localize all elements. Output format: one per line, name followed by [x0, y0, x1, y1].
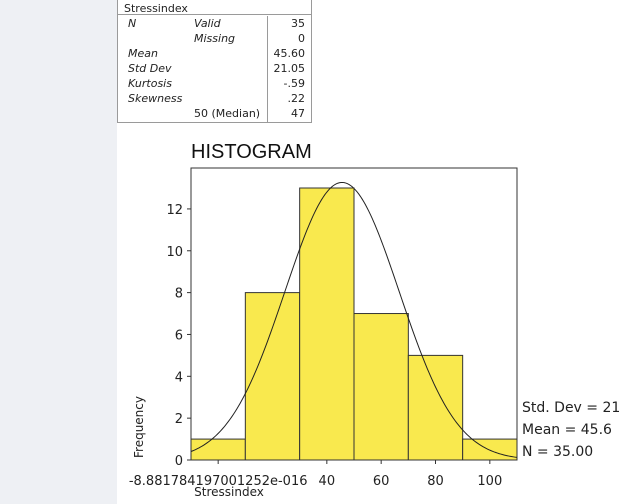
- normal-curve: [190, 181, 518, 458]
- stats-row-value: 35: [291, 17, 305, 30]
- chart-title: HISTOGRAM: [191, 141, 312, 163]
- stats-row-sub: Missing: [194, 32, 236, 45]
- stats-row-label: Kurtosis: [128, 77, 172, 90]
- stats-row-label: N: [128, 17, 137, 30]
- x-axis-label: Stressindex: [194, 485, 264, 499]
- statistics-table: Stressindex N Valid 35 Missing 0 Mean 45…: [117, 0, 312, 123]
- stats-row-value: 47: [291, 107, 305, 120]
- left-panel-strip: [0, 0, 117, 504]
- stats-row: Skewness .22: [118, 92, 309, 107]
- y-tick-label: 4: [175, 370, 183, 385]
- y-tick-label: 0: [175, 454, 183, 469]
- y-tick-label: 8: [175, 287, 183, 302]
- stats-row: Kurtosis -.59: [118, 77, 309, 92]
- histogram-bar: [190, 438, 246, 461]
- stats-row-value: 45.60: [273, 47, 306, 60]
- legend-entry: Mean = 45.6: [522, 422, 612, 438]
- y-tick-label: 10: [166, 245, 183, 260]
- y-tick-label: 6: [175, 328, 183, 343]
- x-tick-label: 80: [427, 474, 444, 489]
- stats-title: Stressindex: [124, 2, 188, 15]
- y-axis-label: Frequency: [132, 396, 146, 458]
- stats-header-rule: [118, 14, 311, 15]
- stats-column-divider: [267, 16, 268, 122]
- stats-row-label: Std Dev: [128, 62, 172, 75]
- stats-row-sub: Valid: [194, 17, 221, 30]
- x-tick-label: 40: [319, 474, 336, 489]
- stats-row: Missing 0: [118, 32, 309, 47]
- stats-row-sub: 50 (Median): [194, 107, 261, 120]
- x-tick-label: -8.881784197001252e-016: [129, 474, 308, 489]
- stats-row: Std Dev 21.05: [118, 62, 309, 77]
- histogram-bar: [353, 313, 409, 461]
- legend-entry: Std. Dev = 21: [522, 400, 620, 416]
- stats-row-label: Skewness: [128, 92, 183, 105]
- histogram-bar: [462, 438, 518, 461]
- y-tick-label: 12: [166, 203, 183, 218]
- histogram-bar: [299, 187, 355, 461]
- y-tick-label: 2: [175, 412, 183, 427]
- stats-row-value: 21.05: [273, 62, 306, 75]
- histogram-chart: HISTOGRAM 0 2 4 6 8 10 12 -8.881784197001252e-01…: [129, 141, 620, 499]
- stats-row-label: Mean: [128, 47, 158, 60]
- stats-row: N Valid 35: [118, 17, 309, 32]
- stats-row-value: -.59: [283, 77, 305, 90]
- stats-row: 50 (Median) 47: [118, 107, 309, 122]
- stats-row: Mean 45.60: [118, 47, 309, 62]
- stats-rows: N Valid 35 Missing 0 Mean 45.60 Std Dev …: [118, 16, 309, 122]
- histogram-bar: [407, 354, 464, 461]
- histogram-bar: [244, 292, 301, 461]
- x-tick-label: 60: [373, 474, 390, 489]
- x-tick-label: 100: [477, 474, 502, 489]
- stats-row-value: .22: [287, 92, 306, 105]
- stats-row-value: 0: [298, 32, 305, 45]
- legend-entry: N = 35.00: [522, 444, 593, 460]
